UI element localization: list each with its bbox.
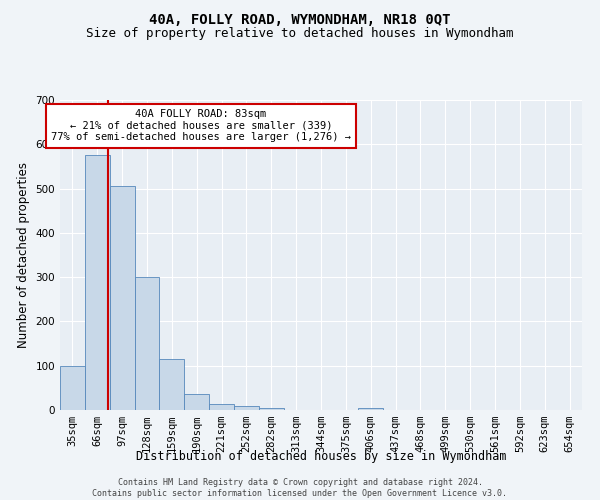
Bar	[209, 404, 234, 410]
Text: Size of property relative to detached houses in Wymondham: Size of property relative to detached ho…	[86, 28, 514, 40]
Text: 40A FOLLY ROAD: 83sqm
← 21% of detached houses are smaller (339)
77% of semi-det: 40A FOLLY ROAD: 83sqm ← 21% of detached …	[51, 110, 351, 142]
Bar	[259, 408, 284, 410]
Bar	[160, 359, 184, 410]
Text: Distribution of detached houses by size in Wymondham: Distribution of detached houses by size …	[136, 450, 506, 463]
Y-axis label: Number of detached properties: Number of detached properties	[17, 162, 30, 348]
Bar	[134, 277, 160, 410]
Bar	[110, 186, 134, 410]
Text: 40A, FOLLY ROAD, WYMONDHAM, NR18 0QT: 40A, FOLLY ROAD, WYMONDHAM, NR18 0QT	[149, 12, 451, 26]
Bar	[85, 156, 110, 410]
Bar	[358, 408, 383, 410]
Text: Contains HM Land Registry data © Crown copyright and database right 2024.
Contai: Contains HM Land Registry data © Crown c…	[92, 478, 508, 498]
Bar	[234, 406, 259, 410]
Bar	[184, 394, 209, 410]
Bar	[60, 366, 85, 410]
